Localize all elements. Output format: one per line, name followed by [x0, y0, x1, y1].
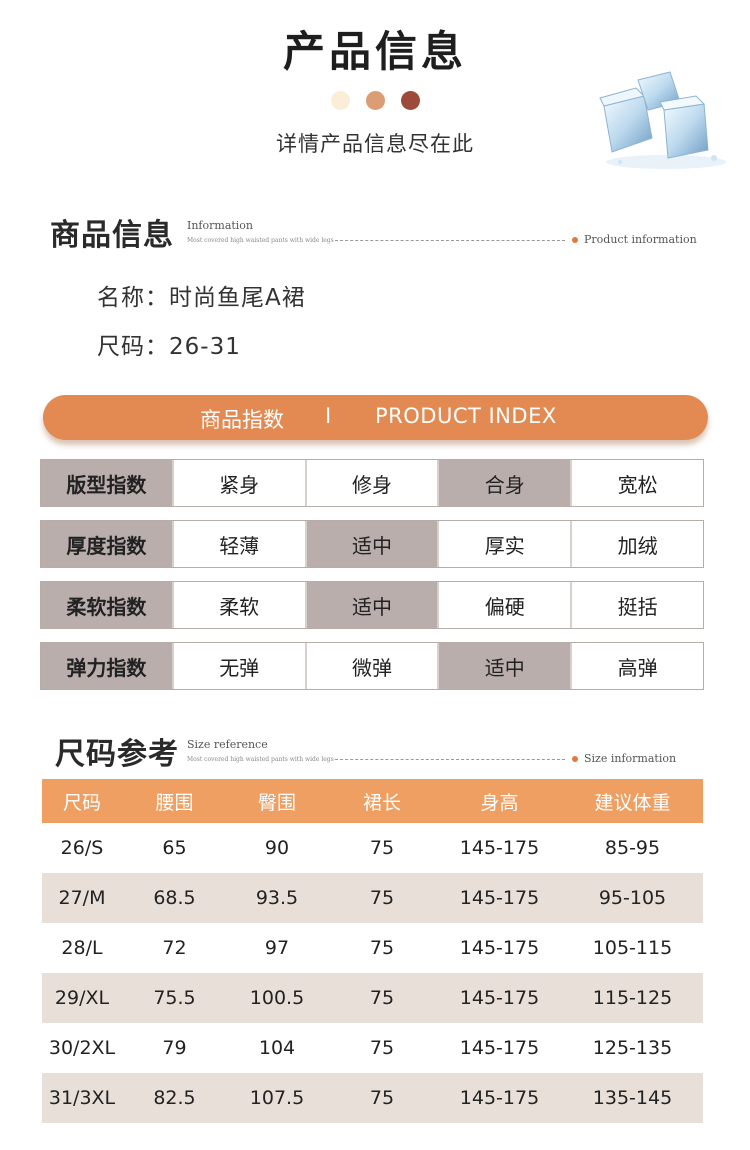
index-option-selected: 适中 — [304, 521, 438, 567]
index-option: 无弹 — [171, 643, 305, 689]
table-cell: 90 — [264, 837, 290, 859]
table-cell: 75 — [327, 973, 437, 1023]
column-header: 臀围 — [227, 779, 327, 823]
table-cell: 79 — [162, 1037, 187, 1059]
size-section-title: 尺码参考 — [55, 737, 179, 772]
table-cell: 104 — [258, 1037, 296, 1059]
table-cell: 97 — [264, 937, 290, 959]
table-cell: 135-145 — [562, 1073, 703, 1123]
index-option: 加绒 — [570, 521, 703, 567]
table-cell: 85-95 — [604, 837, 661, 859]
index-label: 弹力指数 — [41, 643, 172, 689]
index-row-softness: 柔软指数 柔软 适中 偏硬 挺括 — [40, 581, 704, 629]
index-option: 微弹 — [304, 643, 438, 689]
size-section-en-sub: Most covered high waisted pants with wid… — [187, 756, 334, 763]
table-cell: 30/2XL — [48, 1037, 116, 1059]
index-option: 挺括 — [570, 582, 703, 628]
bullet-icon — [572, 756, 578, 762]
table-cell: 75.5 — [122, 973, 227, 1023]
banner-separator: I — [325, 404, 332, 428]
product-size-range: 尺码：26-31 — [97, 334, 241, 360]
product-name: 名称：时尚鱼尾A裙 — [97, 285, 306, 311]
index-option-selected: 适中 — [437, 643, 571, 689]
table-cell: 31/3XL — [42, 1073, 122, 1123]
table-cell: 145-175 — [459, 837, 540, 859]
table-cell: 145-175 — [437, 973, 562, 1023]
banner-cn-label: 商品指数 — [200, 408, 284, 432]
index-option-selected: 合身 — [437, 460, 571, 506]
table-cell: 100.5 — [227, 973, 327, 1023]
index-row-thickness: 厚度指数 轻薄 适中 厚实 加绒 — [40, 520, 704, 568]
page-title: 产品信息 — [282, 27, 467, 76]
divider — [335, 759, 565, 760]
table-cell: 75 — [327, 873, 437, 923]
bullet-icon — [572, 237, 578, 243]
index-label: 厚度指数 — [41, 521, 172, 567]
table-row: 31/3XL 82.5 107.5 75 145-175 135-145 — [42, 1073, 703, 1123]
divider — [335, 240, 565, 241]
index-option: 紧身 — [171, 460, 305, 506]
index-option-selected: 适中 — [304, 582, 438, 628]
banner-en-label: PRODUCT INDEX — [375, 404, 557, 428]
size-table: 尺码 腰围 臀围 裙长 身高 建议体重 26/S 65 90 75 145-17… — [42, 779, 703, 1123]
table-cell: 65 — [162, 837, 187, 859]
index-option: 柔软 — [171, 582, 305, 628]
dot-icon — [400, 91, 420, 110]
page-subtitle: 详情产品信息尽在此 — [276, 132, 474, 156]
decorative-dots — [0, 91, 750, 110]
size-section-right-label: Size information — [584, 752, 677, 765]
index-option: 修身 — [304, 460, 438, 506]
table-cell: 29/XL — [42, 973, 122, 1023]
table-cell: 145-175 — [437, 1073, 562, 1123]
table-cell: 145-175 — [459, 1037, 540, 1059]
column-header: 裙长 — [327, 779, 437, 823]
table-cell: 145-175 — [459, 937, 540, 959]
index-label: 版型指数 — [41, 460, 172, 506]
product-index-banner: 商品指数 I PRODUCT INDEX — [43, 395, 708, 440]
table-cell: 72 — [162, 937, 187, 959]
index-option: 厚实 — [437, 521, 570, 567]
table-header-row: 尺码 腰围 臀围 裙长 身高 建议体重 — [42, 779, 703, 823]
index-option: 轻薄 — [171, 521, 305, 567]
table-row: 27/M 68.5 93.5 75 145-175 95-105 — [42, 873, 703, 923]
ice-cubes-icon — [599, 71, 726, 169]
info-section-title: 商品信息 — [50, 218, 174, 253]
table-cell: 107.5 — [227, 1073, 327, 1123]
table-cell: 27/M — [42, 873, 122, 923]
table-cell: 93.5 — [227, 873, 327, 923]
column-header: 身高 — [437, 779, 562, 823]
info-section-right-label: Product information — [584, 233, 697, 246]
dot-icon — [330, 91, 350, 110]
table-cell: 95-105 — [562, 873, 703, 923]
index-row-elasticity: 弹力指数 无弹 微弹 适中 高弹 — [40, 642, 704, 690]
table-row: 29/XL 75.5 100.5 75 145-175 115-125 — [42, 973, 703, 1023]
table-cell: 28/L — [61, 937, 103, 959]
table-cell: 82.5 — [122, 1073, 227, 1123]
table-cell: 145-175 — [437, 873, 562, 923]
table-cell: 75 — [369, 937, 395, 959]
dot-icon — [365, 91, 385, 110]
info-section-en-sub: Most covered high waisted pants with wid… — [187, 237, 334, 244]
table-cell: 115-125 — [562, 973, 703, 1023]
index-row-fit: 版型指数 紧身 修身 合身 宽松 — [40, 459, 704, 507]
size-section-en-title: Size reference — [187, 738, 268, 751]
table-cell: 75 — [369, 1037, 395, 1059]
table-cell: 26/S — [60, 837, 104, 859]
column-header: 建议体重 — [562, 779, 703, 823]
table-cell: 75 — [327, 1073, 437, 1123]
column-header: 腰围 — [122, 779, 227, 823]
table-cell: 75 — [369, 837, 395, 859]
index-option: 宽松 — [570, 460, 703, 506]
index-label: 柔软指数 — [41, 582, 172, 628]
column-header: 尺码 — [42, 779, 122, 823]
table-cell: 105-115 — [592, 937, 673, 959]
index-option: 偏硬 — [437, 582, 570, 628]
table-row: 26/S 65 90 75 145-175 85-95 — [42, 823, 703, 873]
table-row: 28/L 72 97 75 145-175 105-115 — [42, 923, 703, 973]
table-cell: 125-135 — [592, 1037, 673, 1059]
info-section-en-title: Information — [187, 219, 254, 232]
table-row: 30/2XL 79 104 75 145-175 125-135 — [42, 1023, 703, 1073]
table-cell: 68.5 — [122, 873, 227, 923]
index-option: 高弹 — [570, 643, 703, 689]
